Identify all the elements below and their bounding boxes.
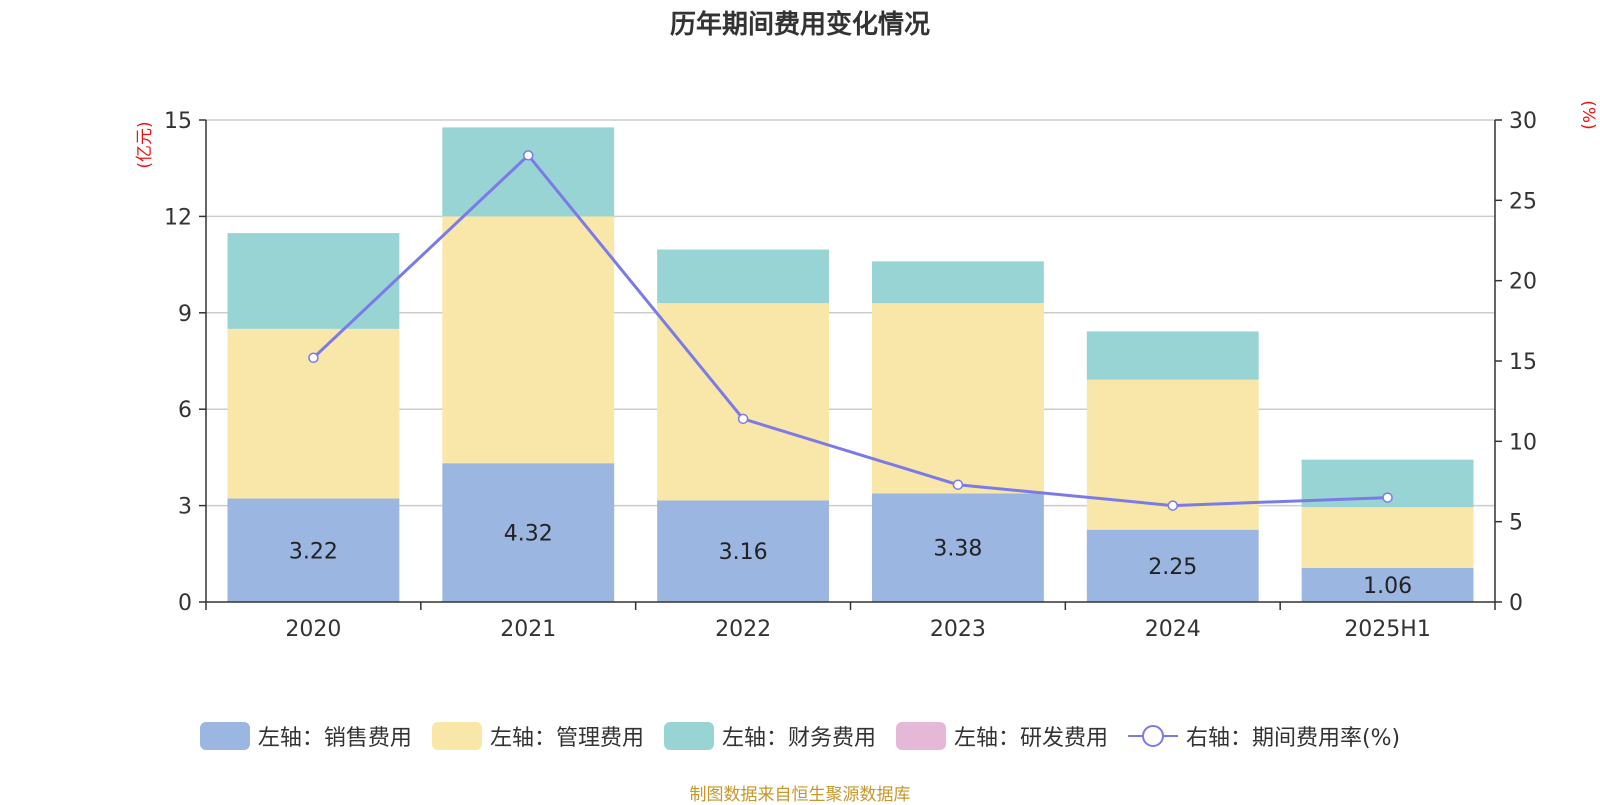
x-axis-tick-label: 2021 xyxy=(500,617,556,642)
legend-line-marker-icon xyxy=(1127,725,1178,747)
left-axis-tick-label: 0 xyxy=(178,591,192,616)
bar-segment xyxy=(1301,567,1474,602)
legend: 左轴：销售费用 左轴：管理费用 左轴：财务费用 左轴：研发费用 右轴：期间费用率(%) xyxy=(0,720,1600,752)
rate-point xyxy=(952,479,964,490)
rate-line xyxy=(308,150,1393,511)
grid-lines xyxy=(206,119,1495,507)
bar-segment xyxy=(657,500,830,602)
legend-label: 左轴：研发费用 xyxy=(953,726,1108,751)
legend-label: 左轴：销售费用 xyxy=(257,726,412,751)
bars xyxy=(227,127,1474,602)
x-axis-tick-label: 2022 xyxy=(715,617,771,642)
left-axis-label: (亿元) xyxy=(135,121,155,168)
right-axis-tick-label: 5 xyxy=(1509,511,1523,536)
rate-point xyxy=(523,150,534,161)
legend-swatch xyxy=(199,722,250,750)
x-axis-tick-label: 2024 xyxy=(1145,617,1201,642)
x-axis-tick-label: 2025H1 xyxy=(1344,617,1431,642)
legend-label: 左轴：管理费用 xyxy=(489,726,644,751)
right-axis-label: (%) xyxy=(1578,100,1598,129)
legend-item[interactable]: 左轴：财务费用 xyxy=(663,720,876,752)
rate-point xyxy=(1167,500,1178,511)
bar-segment xyxy=(657,303,830,501)
right-axis-tick-label: 30 xyxy=(1509,109,1537,134)
rate-point xyxy=(1382,492,1393,503)
legend-swatch xyxy=(431,722,482,750)
left-axis-tick-label: 9 xyxy=(178,302,192,327)
axes: 0 3 6 9 12 15 0 5 10 15 20 25 30 (亿元) (%) 2020 2021 2022 2… xyxy=(135,100,1598,642)
rate-point xyxy=(308,352,319,364)
legend-item[interactable]: 右轴：期间费用率(%) xyxy=(1127,720,1401,752)
x-axis-tick-label: 2020 xyxy=(285,617,341,642)
left-axis-tick-label: 15 xyxy=(164,109,192,134)
bar-segment xyxy=(442,463,615,602)
bar-data-label: 3.22 xyxy=(289,539,338,564)
legend-swatch xyxy=(663,722,714,750)
bar-segment xyxy=(227,233,400,329)
left-axis-tick-label: 3 xyxy=(178,495,192,520)
right-axis-tick-label: 15 xyxy=(1509,350,1537,375)
data-labels: 3.22 4.32 3.16 3.38 2.25 1.06 xyxy=(289,522,1412,599)
bar-segment xyxy=(442,216,615,464)
legend-swatch xyxy=(895,722,946,750)
right-axis-tick-label: 25 xyxy=(1509,189,1537,214)
bar-segment xyxy=(1086,529,1259,602)
bar-segment xyxy=(871,261,1044,304)
bar-segment xyxy=(871,493,1044,602)
bar-segment xyxy=(227,498,400,602)
legend-label: 右轴：期间费用率(%) xyxy=(1185,726,1401,751)
legend-item[interactable]: 左轴：研发费用 xyxy=(895,720,1108,752)
bar-segment xyxy=(657,249,830,304)
rate-line-path xyxy=(312,153,1388,508)
chart-canvas: 0 3 6 9 12 15 0 5 10 15 20 25 30 (亿元) (%) 2020 2021 2022 2… xyxy=(135,100,1598,642)
bar-segment xyxy=(871,303,1044,494)
legend-item[interactable]: 左轴：管理费用 xyxy=(431,720,644,752)
bar-data-label: 4.32 xyxy=(504,522,553,547)
right-axis-tick-label: 20 xyxy=(1509,270,1537,295)
chart-title: 历年期间费用变化情况 xyxy=(669,10,930,40)
bar-data-label: 2.25 xyxy=(1148,555,1197,580)
bar-data-label: 3.38 xyxy=(933,537,982,562)
left-axis-tick-label: 12 xyxy=(164,205,192,230)
legend-label: 左轴：财务费用 xyxy=(721,726,876,751)
x-axis-tick-label: 2023 xyxy=(930,617,986,642)
bar-data-label: 1.06 xyxy=(1363,574,1412,599)
legend-item[interactable]: 左轴：销售费用 xyxy=(199,720,412,752)
bar-segment xyxy=(1086,331,1259,380)
bar-segment xyxy=(1301,507,1474,568)
bar-segment xyxy=(442,127,615,217)
bar-data-label: 3.16 xyxy=(719,540,768,565)
rate-point xyxy=(737,413,749,425)
right-axis-tick-label: 0 xyxy=(1509,591,1523,616)
left-axis-tick-label: 6 xyxy=(178,398,192,423)
right-axis-tick-label: 10 xyxy=(1509,430,1537,455)
source-note: 制图数据来自恒生聚源数据库 xyxy=(689,785,911,805)
